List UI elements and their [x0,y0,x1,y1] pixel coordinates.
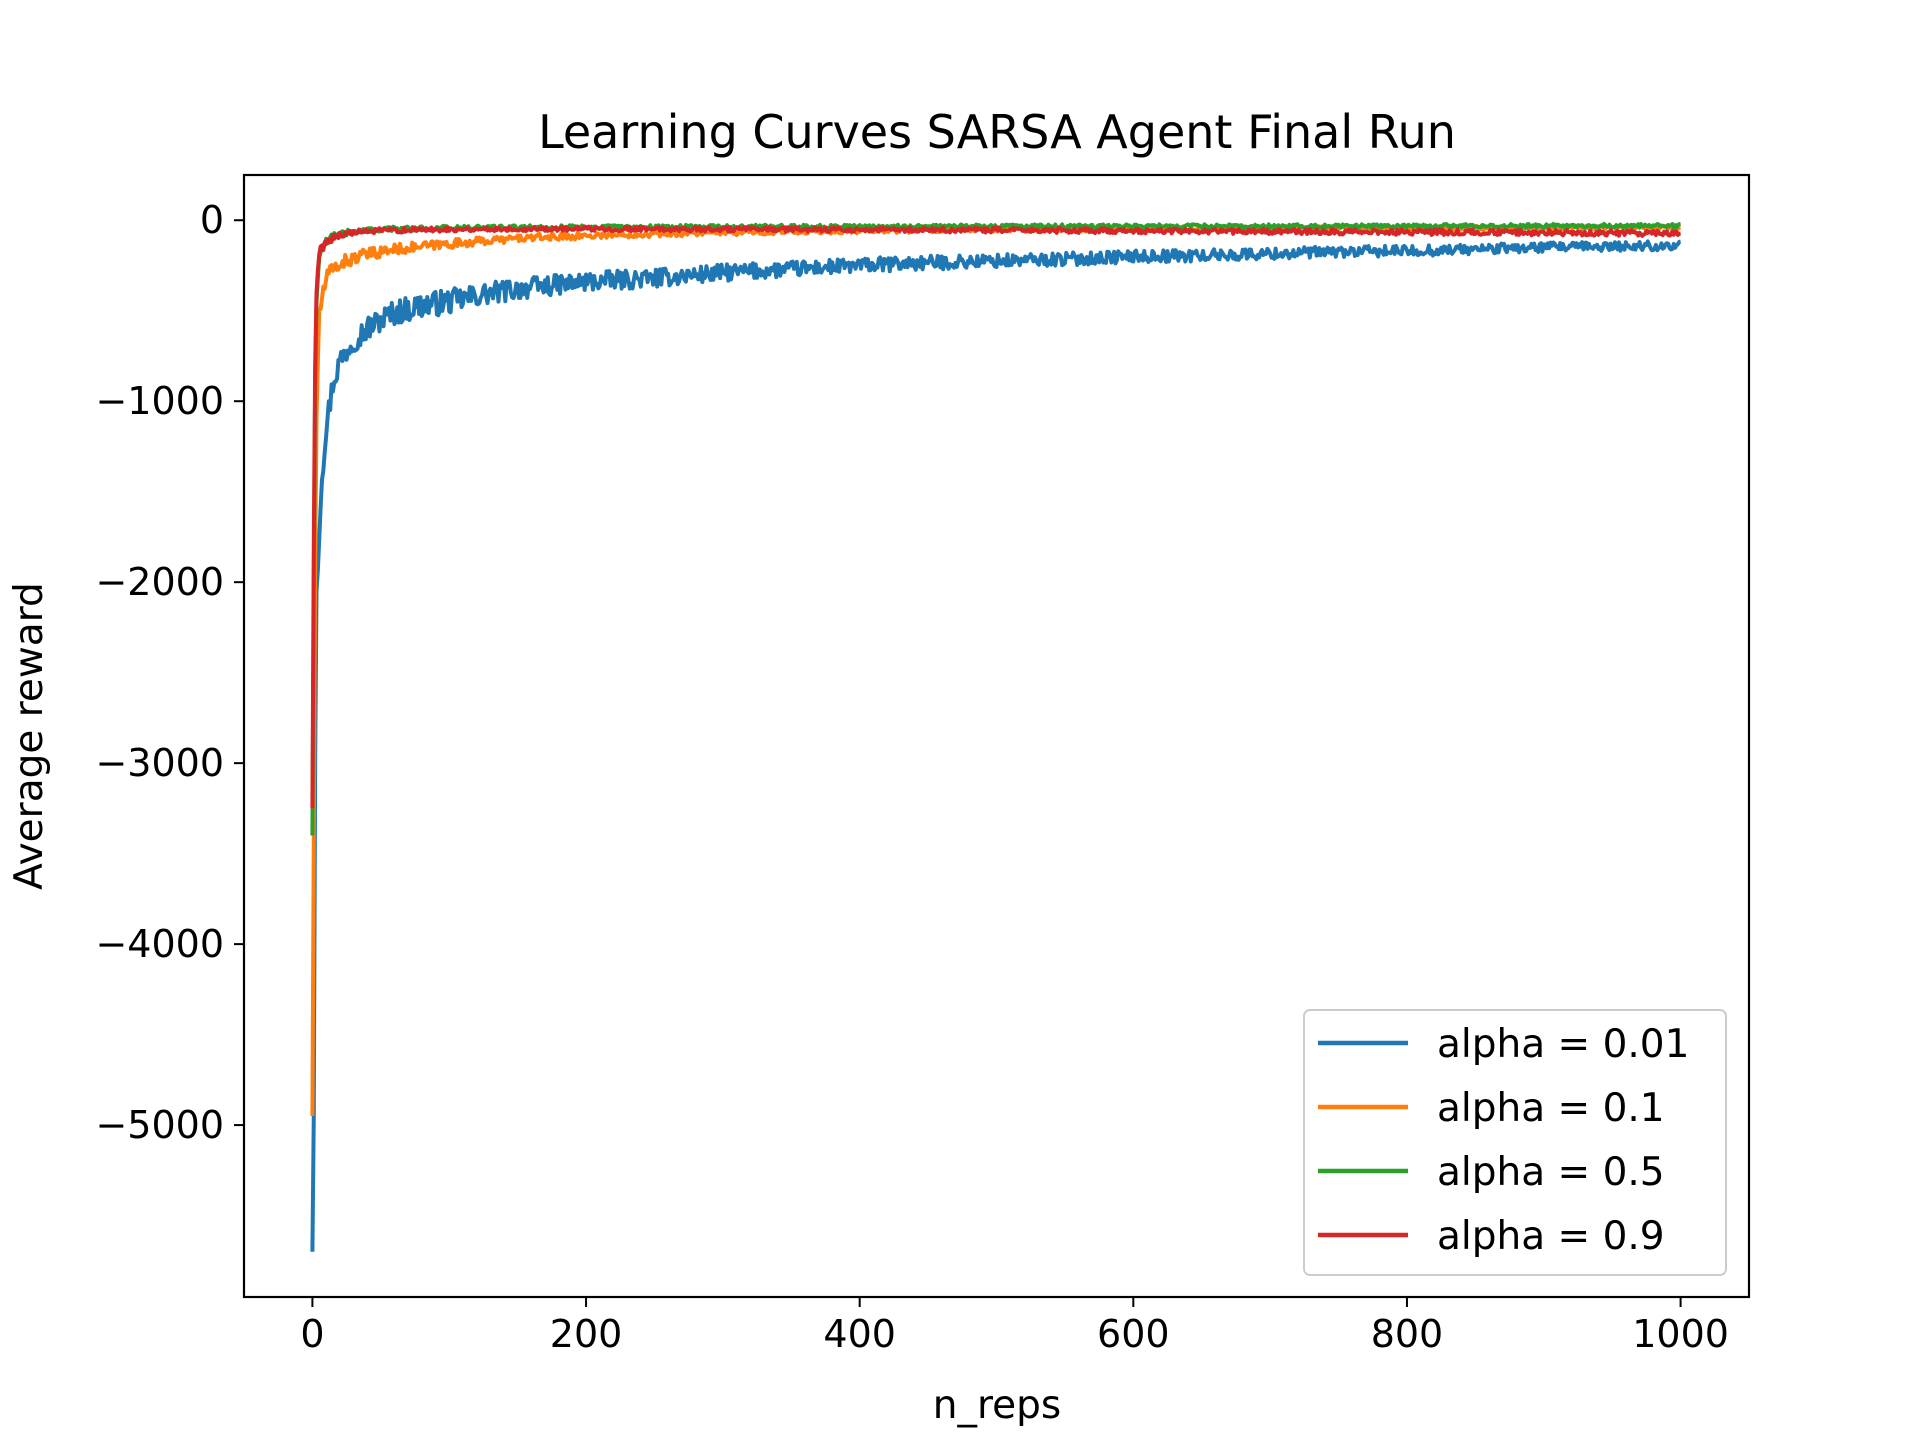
series-line-0 [310,239,1682,1252]
plot-frame [242,173,1751,1299]
chart-title: Learning Curves SARSA Agent Final Run [538,105,1456,159]
series-line-1 [310,223,1682,1117]
x-axis: 0 200 400 600 800 1000 [300,1297,1729,1356]
x-tick-label: 0 [300,1312,324,1356]
x-tick-label: 1000 [1632,1312,1729,1356]
y-tick-label: −1000 [95,379,224,423]
y-tick-label: −5000 [95,1103,224,1147]
legend-label: alpha = 0.01 [1437,1022,1689,1067]
x-tick-label: 400 [823,1312,896,1356]
legend-items: alpha = 0.01 alpha = 0.1 alpha = 0.5 alpha … [1318,1022,1689,1259]
x-axis-label: n_reps [933,1383,1061,1428]
y-tick-label: 0 [200,198,224,242]
y-axis-label: Average reward [7,582,52,890]
legend-box [1303,1009,1727,1276]
x-tick-label: 600 [1097,1312,1170,1356]
y-tick-label: −2000 [95,560,224,604]
y-tick-label: −4000 [95,922,224,966]
series-line-2 [310,221,1682,836]
series-layer [310,221,1682,1252]
y-tick-label: −3000 [95,741,224,785]
legend-label: alpha = 0.9 [1437,1214,1665,1259]
x-tick-label: 800 [1371,1312,1444,1356]
legend-label: alpha = 0.1 [1437,1086,1665,1131]
x-tick-label: 200 [550,1312,623,1356]
y-axis: 0 −1000 −2000 −3000 −4000 −5000 [95,198,244,1147]
legend: alpha = 0.01 alpha = 0.1 alpha = 0.5 alpha … [1303,1009,1727,1276]
legend-label: alpha = 0.5 [1437,1150,1665,1195]
series-line-3 [310,224,1682,809]
